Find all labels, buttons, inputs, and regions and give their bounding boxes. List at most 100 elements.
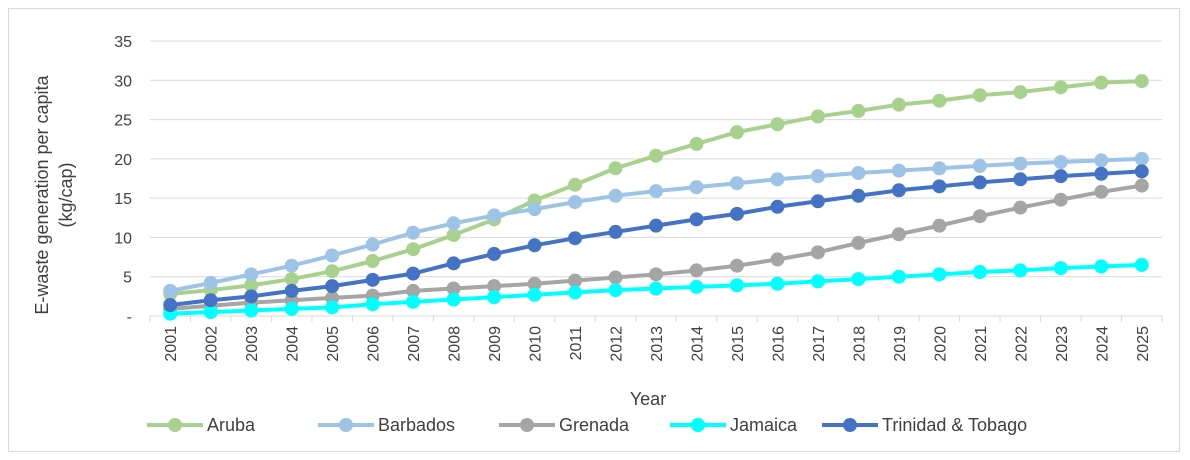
data-point (203, 293, 218, 308)
data-point (446, 228, 461, 243)
y-tick-label: 30 (114, 73, 132, 90)
series-3 (163, 257, 1149, 321)
data-point (770, 276, 785, 291)
data-point (487, 290, 502, 305)
data-point (527, 238, 542, 253)
data-point (527, 287, 542, 302)
data-point (608, 188, 623, 203)
data-point (932, 161, 947, 176)
x-tick-label: 2022 (1013, 326, 1030, 362)
data-point (851, 166, 866, 180)
data-point (406, 294, 421, 309)
data-point (527, 202, 542, 217)
data-point (163, 298, 178, 312)
x-axis-tick-labels: 2001 2002 2003 2004 2005 2006 2007 2008 2009 2010… (163, 326, 1152, 362)
legend-label: Trinidad & Tobago (882, 415, 1027, 435)
data-point (568, 231, 583, 246)
legend: Aruba Barbados Grenada Jamaica Trinidad & To… (147, 415, 1027, 435)
data-point (851, 272, 866, 287)
data-point (972, 209, 987, 224)
data-point (568, 177, 583, 192)
data-point (406, 225, 421, 240)
data-point (487, 246, 502, 261)
data-point (932, 93, 947, 108)
data-point (406, 266, 421, 281)
data-point (1134, 74, 1149, 89)
x-axis-title: Year (630, 389, 666, 409)
y-tick-label: 35 (114, 34, 132, 51)
x-tick-label: 2002 (204, 326, 221, 362)
data-point (649, 184, 663, 199)
data-point (365, 272, 380, 287)
data-point (770, 252, 785, 267)
data-point (1053, 169, 1068, 184)
data-point (325, 300, 340, 315)
data-point (1094, 184, 1109, 199)
data-point (891, 97, 906, 112)
data-point (689, 180, 704, 195)
x-tick-label: 2010 (528, 326, 545, 362)
series-4 (163, 164, 1149, 312)
data-point (770, 172, 785, 187)
legend-marker (168, 418, 182, 432)
data-point (163, 283, 178, 298)
data-point (729, 258, 744, 273)
data-point (527, 276, 542, 291)
data-point (1013, 172, 1028, 187)
data-point (1053, 80, 1068, 95)
data-point (649, 218, 663, 233)
data-point (972, 158, 987, 173)
data-point (729, 125, 744, 140)
y-axis-tick-labels: - 5 10 15 20 25 30 35 (114, 34, 132, 326)
data-point (446, 281, 461, 296)
x-tick-label: 2019 (892, 326, 909, 362)
data-point (932, 179, 947, 194)
data-point (851, 188, 866, 203)
data-point (284, 272, 299, 287)
x-tick-label: 2013 (649, 326, 666, 362)
y-tick-label: 25 (114, 113, 132, 130)
data-point (891, 183, 906, 198)
legend-marker (520, 418, 534, 432)
data-point (446, 256, 461, 271)
x-tick-label: 2003 (244, 326, 261, 362)
x-tick-label: 2014 (689, 326, 706, 362)
y-tick-label: 20 (114, 152, 132, 169)
x-tick-label: 2009 (487, 326, 504, 362)
data-point (1013, 85, 1028, 100)
legend-label: Barbados (378, 415, 455, 435)
data-point (649, 281, 663, 296)
data-point (244, 303, 259, 318)
x-tick-label: 2001 (163, 326, 180, 362)
data-point (810, 245, 825, 260)
x-tick-label: 2024 (1094, 326, 1111, 362)
data-point (729, 206, 744, 221)
x-tick-label: 2018 (851, 326, 868, 362)
data-point (568, 285, 583, 300)
data-point (1134, 151, 1149, 166)
data-point (972, 175, 987, 190)
data-point (810, 169, 825, 184)
y-axis-title-line-2: (kg/cap) (56, 162, 76, 227)
data-point (689, 212, 704, 227)
data-point (325, 264, 340, 279)
data-point (729, 278, 744, 293)
data-point (446, 216, 461, 231)
data-point (365, 297, 380, 312)
data-point (810, 194, 825, 209)
data-point (365, 237, 380, 252)
data-point (891, 163, 906, 178)
chart-frame (8, 8, 1180, 452)
series-0 (163, 74, 1149, 301)
data-point (1094, 259, 1109, 274)
data-point (406, 283, 421, 298)
data-point (851, 235, 866, 250)
data-point (932, 218, 947, 233)
legend-marker (339, 418, 353, 432)
x-tick-label: 2008 (447, 326, 464, 362)
x-tick-label: 2025 (1135, 326, 1152, 362)
legend-label: Jamaica (730, 415, 798, 435)
data-point (891, 227, 906, 242)
data-point (244, 289, 259, 304)
data-point (1053, 155, 1068, 169)
